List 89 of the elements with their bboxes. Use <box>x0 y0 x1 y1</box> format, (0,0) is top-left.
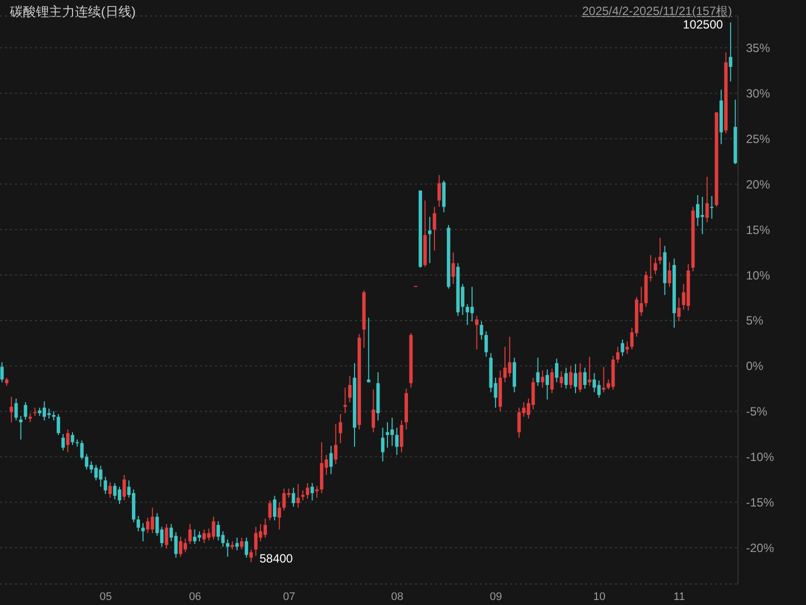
annotation: 58400 <box>259 552 294 566</box>
y-tick-label: 0% <box>746 359 764 374</box>
candlestick <box>136 515 140 532</box>
candlestick <box>141 522 145 542</box>
candlestick <box>343 387 347 414</box>
candlestick <box>249 548 253 563</box>
candlestick <box>310 482 314 501</box>
candlestick <box>372 389 376 433</box>
y-tick-label: 5% <box>746 314 764 328</box>
candlestick <box>658 237 662 265</box>
candlestick <box>108 482 112 498</box>
x-tick-label: 08 <box>391 590 404 603</box>
candlestick <box>296 484 300 508</box>
candlestick <box>437 174 441 208</box>
y-tick-label: -10% <box>746 450 774 464</box>
candlestick <box>554 358 558 383</box>
candlestick <box>508 336 512 378</box>
candlestick <box>578 362 582 393</box>
candlestick <box>569 365 572 390</box>
candlestick <box>400 420 404 453</box>
x-tick-label: 11 <box>674 590 685 603</box>
candlestick <box>76 439 79 448</box>
candlestick <box>395 427 399 456</box>
candlestick <box>14 398 18 421</box>
x-tick-label: 05 <box>100 590 112 603</box>
y-tick-label: -20% <box>746 540 774 555</box>
annotation: 102500 <box>682 17 724 32</box>
candlestick <box>254 526 258 556</box>
candlestick <box>583 367 587 390</box>
candlestick <box>602 366 606 393</box>
candlestick <box>574 364 578 394</box>
y-tick-label: 10% <box>746 268 770 282</box>
candlestick <box>329 445 333 475</box>
candlestick <box>381 427 384 462</box>
candlestick <box>33 407 37 416</box>
candlestick <box>19 415 23 440</box>
candlestick <box>66 429 70 453</box>
candlestick <box>306 482 310 500</box>
candlestick <box>705 176 709 223</box>
candlestick <box>564 367 568 390</box>
candlestick <box>588 356 592 386</box>
candlestick <box>620 339 624 356</box>
candlestick <box>540 370 544 388</box>
candlestick <box>390 417 394 446</box>
y-tick-label: -15% <box>746 495 774 510</box>
candlestick <box>278 502 282 530</box>
candlestick <box>616 346 620 364</box>
candlestick <box>122 474 126 501</box>
y-tick-label: -5% <box>746 404 768 419</box>
candlestick <box>113 482 117 500</box>
candlestick <box>710 195 714 220</box>
candlestick <box>10 396 14 423</box>
candlestick <box>428 216 432 264</box>
candlestick <box>315 485 319 498</box>
candlestick <box>226 538 230 558</box>
candlestick <box>677 297 681 322</box>
candlestick <box>292 487 296 508</box>
y-tick-label: 15% <box>746 222 770 237</box>
candlestick <box>272 495 276 521</box>
candlestick <box>240 537 244 550</box>
candlestick <box>104 476 108 495</box>
candlestick <box>348 375 352 403</box>
chart-subtitle: 2025/4/2-2025/11/21(157根) <box>582 3 732 20</box>
y-tick-label: 30% <box>746 86 770 101</box>
candlestick <box>625 340 629 355</box>
y-tick-label: 20% <box>746 177 770 192</box>
candlestick <box>244 537 248 558</box>
y-tick-label: 25% <box>746 132 770 146</box>
candlestick <box>484 330 488 358</box>
candlestick <box>334 424 338 465</box>
x-tick-label: 09 <box>490 590 502 603</box>
candlestick <box>56 414 60 436</box>
candlestick <box>52 410 56 421</box>
x-tick-label: 07 <box>282 590 296 603</box>
candlestick <box>560 370 564 388</box>
candlestick <box>338 414 342 444</box>
x-tick-label: 06 <box>188 590 202 603</box>
candlestick <box>536 357 540 386</box>
candlestick <box>728 22 732 82</box>
candlestick <box>654 257 658 275</box>
x-tick-label: 10 <box>593 590 606 603</box>
candlestick <box>475 315 478 350</box>
candlestick <box>366 317 370 383</box>
y-tick-label: 35% <box>746 41 770 56</box>
candlestick <box>61 434 65 451</box>
candlestick <box>452 252 455 285</box>
candlestick <box>546 369 549 400</box>
candlestick <box>301 490 305 501</box>
candlestick <box>268 500 272 521</box>
